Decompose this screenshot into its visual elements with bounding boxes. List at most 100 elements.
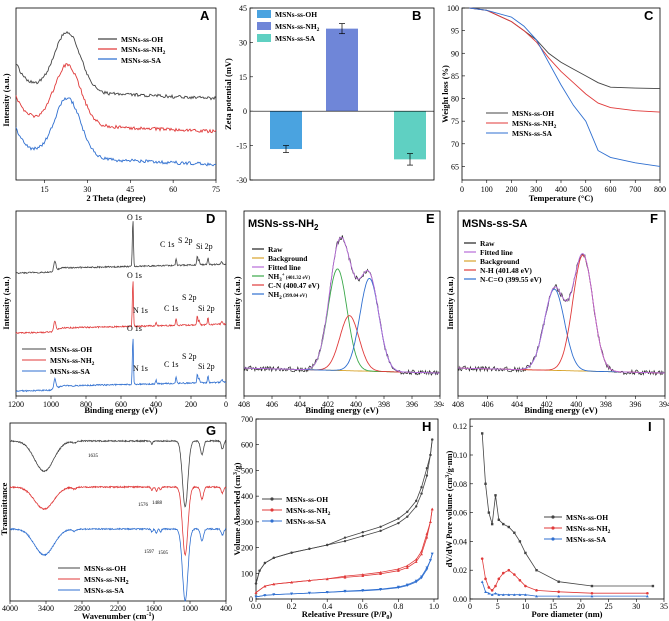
isotherm-marker-1-10: [405, 566, 409, 569]
legend-label-4: N-C=O (399.55 eV): [480, 275, 542, 284]
xrd-line-0: [15, 31, 217, 101]
d-peak-label-11: C 1s: [164, 360, 178, 369]
i-xtick-label-4: 20: [577, 602, 585, 611]
panel-b-zeta-chart: -30 -15 0 15 30 45 B MSNs-ss-OH MSNs-ss-NH2 M…: [223, 4, 435, 185]
isotherm-marker-2-17: [263, 594, 267, 597]
xps-survey-line-1: [15, 281, 227, 335]
pore-marker-1-4: [494, 584, 497, 588]
panel-b-legend-oh: MSNs-ss-OH: [275, 10, 317, 19]
i-legend-label-1: MSNs-ss-NH2: [566, 524, 611, 535]
isotherm-marker-0-8: [361, 534, 364, 538]
d-xtick-label-4: 400: [150, 400, 162, 409]
isotherm-marker-1-31: [430, 507, 434, 511]
panel-c-legend-nh2: MSNs-ss-NH2: [512, 119, 557, 130]
panel-a-legend-oh: MSNs-ss-OH: [121, 35, 163, 44]
a-xtick-label-4: 75: [212, 185, 220, 194]
pore-marker-1-9: [518, 578, 522, 582]
isotherm-marker-0-14: [425, 474, 429, 477]
pore-marker-2-2: [487, 591, 491, 595]
xps-component-line-1: [244, 315, 440, 374]
panel-c-ylabel: Weight loss (%): [440, 65, 450, 123]
pore-marker-2-8: [512, 593, 516, 596]
c-xtick-label-1: 100: [481, 185, 493, 194]
isotherm-marker-1-26: [405, 564, 409, 567]
panel-i-pore-size-chart: 0 5 10 15 20 25 30 35 0.00 0.02 0.04 0.06 0.08 0.10 0.…: [444, 418, 668, 619]
pore-marker-0-2: [487, 511, 491, 514]
isotherm-marker-2-28: [420, 575, 423, 578]
panel-b-legend-sa: MSNs-ss-SA: [275, 34, 316, 43]
pore-marker-2-10: [524, 593, 527, 596]
legend-label-1: Fitted line: [480, 248, 513, 257]
pore-marker-0-13: [590, 584, 594, 588]
panel-d-frame: [15, 210, 227, 397]
isotherm-marker-1-29: [425, 532, 429, 535]
isotherm-marker-1-16: [254, 591, 258, 594]
isotherm-marker-2-27: [414, 579, 418, 583]
isotherm-marker-1-19: [290, 580, 293, 584]
isotherm-marker-1-13: [425, 535, 429, 539]
panel-e-xps-nh2-chart: 408 406 404 402 400 398 396 394 E MSNs-ss-NH2 R…: [232, 210, 444, 415]
xtick-label-3: 402: [541, 400, 553, 409]
pore-line-1: [481, 558, 648, 594]
panel-d-legend-oh: MSNs-ss-OH: [50, 345, 92, 354]
isotherm-marker-1-6: [343, 576, 347, 579]
panel-h-frame: [255, 418, 439, 600]
pore-line-0: [481, 433, 653, 587]
panel-a-letter: A: [200, 8, 210, 23]
b-ytick-label-4: 30: [239, 38, 247, 47]
isotherm-marker-0-17: [254, 582, 258, 585]
isotherm-marker-0-10: [397, 521, 400, 525]
legend-label-1: Background: [268, 254, 308, 263]
legend-label-2: Background: [480, 257, 520, 266]
panel-i-xlabel: Pore diameter (nm): [532, 609, 603, 619]
pore-marker-1-5: [497, 577, 501, 581]
g-xtick-label-4: 1600: [146, 604, 162, 613]
panel-c-legend-oh: MSNs-ss-OH: [512, 109, 554, 118]
i-ytick-label-5: 0.10: [453, 451, 467, 460]
c-ytick-label-4: 85: [451, 72, 459, 81]
xtick-label-5: 398: [378, 400, 390, 409]
xtick-label-1: 406: [482, 400, 494, 409]
pore-marker-1-10: [524, 584, 527, 588]
panel-g-xlabel: Wavenumber (cm-1): [82, 611, 155, 621]
pore-marker-0-10: [524, 551, 527, 555]
panel-g-ann-1505: 1505: [158, 551, 169, 556]
d-peak-label-12: S 2p: [182, 352, 196, 361]
isotherm-marker-0-29: [415, 499, 418, 503]
d-xtick-label-3: 600: [115, 400, 127, 409]
i-legend-label-0: MSNs-ss-OH: [566, 513, 608, 522]
pore-marker-0-8: [513, 531, 516, 534]
xtick-label-2: 404: [294, 400, 306, 409]
panel-c-letter: C: [644, 8, 654, 23]
h-ytick-label-5: 500: [241, 466, 253, 475]
c-ytick-label-7: 100: [447, 4, 459, 13]
isotherm-marker-2-25: [397, 585, 400, 589]
pore-marker-2-9: [518, 593, 522, 596]
panel-a-frame: [15, 7, 217, 181]
panel-g-legend-oh: MSNs-ss-OH: [84, 564, 126, 573]
legend-label-3: NH3+ (401.32 eV): [268, 272, 310, 283]
isotherm-marker-1-11: [414, 560, 418, 563]
d-peak-label-0: O 1s: [127, 213, 142, 222]
pore-marker-2-1: [484, 590, 487, 593]
isotherm-marker-2-13: [425, 568, 429, 571]
d-xtick-label-1: 1000: [43, 400, 59, 409]
isotherm-marker-0-24: [343, 536, 347, 539]
panel-e-ylabel: Intensity (a.u.): [232, 276, 242, 329]
isotherm-marker-1-25: [397, 567, 400, 571]
a-xtick-label-1: 30: [83, 185, 91, 194]
pore-marker-0-0: [480, 432, 484, 435]
g-xtick-label-2: 2800: [74, 604, 90, 613]
d-xtick-label-2: 800: [80, 400, 92, 409]
zeta-bar-0: [270, 111, 302, 150]
h-ytick-label-1: 100: [241, 569, 253, 578]
c-ytick-label-5: 90: [451, 49, 459, 58]
pore-marker-2-11: [535, 594, 538, 598]
isotherm-marker-2-23: [361, 589, 365, 592]
panel-c-xlabel: Temperature (°C): [529, 193, 594, 203]
i-xtick-label-0: 0: [468, 602, 472, 611]
pore-marker-2-6: [501, 593, 505, 596]
panel-c-frame: [461, 7, 661, 181]
pore-marker-2-14: [645, 594, 649, 598]
